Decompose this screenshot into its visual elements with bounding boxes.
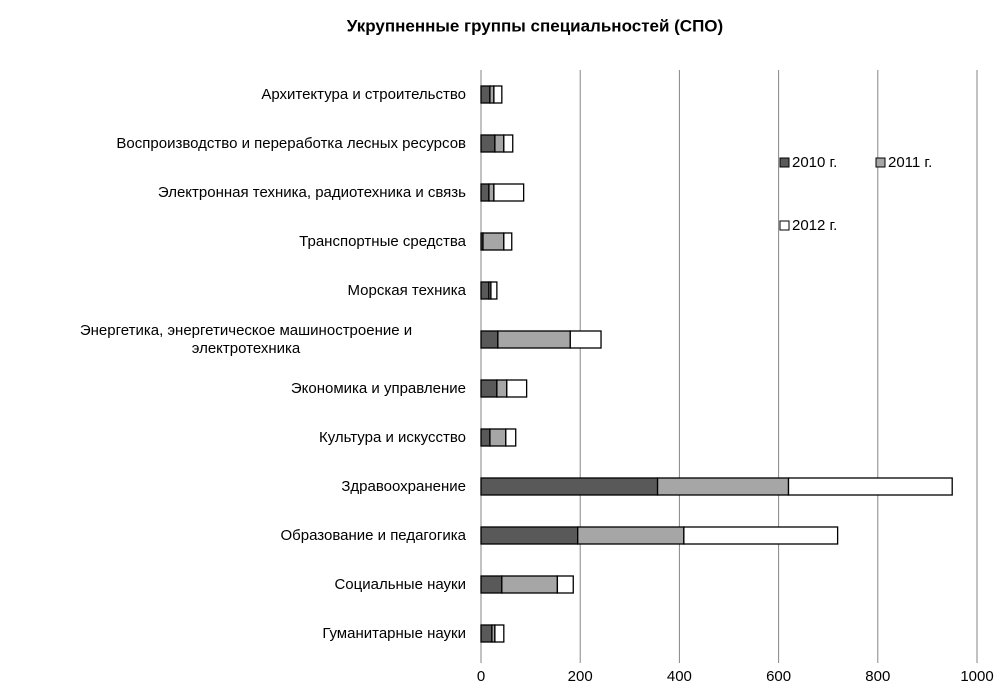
y-tick-label: Морская техника	[0, 271, 466, 311]
y-tick-label: Гуманитарные науки	[0, 614, 466, 654]
y-tick-label: Архитектура и строительство	[0, 75, 466, 115]
y-tick-text: Социальные науки	[334, 575, 466, 593]
bar	[503, 232, 513, 251]
bar	[505, 428, 517, 447]
y-tick-text: Электронная техника, радиотехника и связ…	[157, 183, 466, 201]
y-tick-text: Культура и искусство	[318, 428, 466, 446]
y-tick-text: Воспроизводство и переработка лесных рес…	[116, 134, 466, 152]
bar	[480, 428, 491, 447]
x-tick-label: 0	[477, 668, 485, 685]
bar	[480, 477, 659, 496]
bar	[480, 526, 579, 545]
y-tick-text: Архитектура и строительство	[261, 85, 466, 103]
bar	[480, 379, 498, 398]
bar	[569, 330, 602, 349]
legend-label: 2012 г.	[792, 217, 837, 234]
x-tick-label: 200	[568, 668, 593, 685]
bar	[496, 379, 508, 398]
bar	[556, 575, 574, 594]
bar	[497, 330, 571, 349]
y-tick-label: Воспроизводство и переработка лесных рес…	[0, 124, 466, 164]
y-tick-label: Энергетика, энергетическое машиностроени…	[0, 320, 466, 360]
x-tick-label: 1000	[960, 668, 993, 685]
y-tick-label: Образование и педагогика	[0, 516, 467, 556]
y-tick-text: Экономика и управление	[290, 379, 466, 397]
bar	[501, 575, 559, 594]
y-tick-text: Образование и педагогика	[280, 526, 467, 544]
y-tick-label: Культура и искусство	[0, 418, 466, 458]
bar	[503, 134, 514, 153]
y-tick-label: Социальные науки	[0, 565, 466, 605]
bar	[494, 134, 505, 153]
bar	[480, 330, 499, 349]
x-tick-label: 600	[766, 668, 791, 685]
legend-label: 2010 г.	[792, 154, 837, 171]
legend-swatch	[875, 157, 886, 168]
bar	[488, 183, 495, 202]
bar	[480, 85, 491, 104]
bar	[480, 624, 493, 643]
y-tick-label: Экономика и управление	[0, 369, 466, 409]
bar	[489, 428, 507, 447]
bar	[480, 134, 496, 153]
bar	[787, 477, 953, 496]
bar	[506, 379, 528, 398]
y-tick-label: Транспортные средства	[0, 222, 466, 262]
bar	[656, 477, 790, 496]
bar	[577, 526, 685, 545]
y-tick-label: Электронная техника, радиотехника и связ…	[0, 173, 466, 213]
y-tick-label: Здравоохранение	[0, 467, 466, 507]
y-tick-text: Транспортные средства	[299, 232, 466, 250]
bar	[480, 281, 490, 300]
bar	[493, 85, 503, 104]
bar	[482, 232, 505, 251]
bar	[493, 183, 525, 202]
y-tick-text: Гуманитарные науки	[322, 624, 466, 642]
chart-title: Укрупненные группы специальностей (СПО)	[347, 16, 723, 35]
legend-swatch	[779, 157, 790, 168]
y-tick-text: Здравоохранение	[341, 477, 466, 495]
legend-swatch	[779, 220, 790, 231]
x-tick-label: 800	[865, 668, 890, 685]
bar	[494, 624, 505, 643]
bar	[480, 575, 503, 594]
bar	[480, 183, 490, 202]
y-tick-text: Энергетика, энергетическое машиностроени…	[79, 321, 413, 357]
x-tick-label: 400	[667, 668, 692, 685]
bar	[490, 281, 498, 300]
y-tick-text: Морская техника	[347, 281, 466, 299]
bar	[683, 526, 839, 545]
legend-label: 2011 г.	[888, 154, 932, 171]
